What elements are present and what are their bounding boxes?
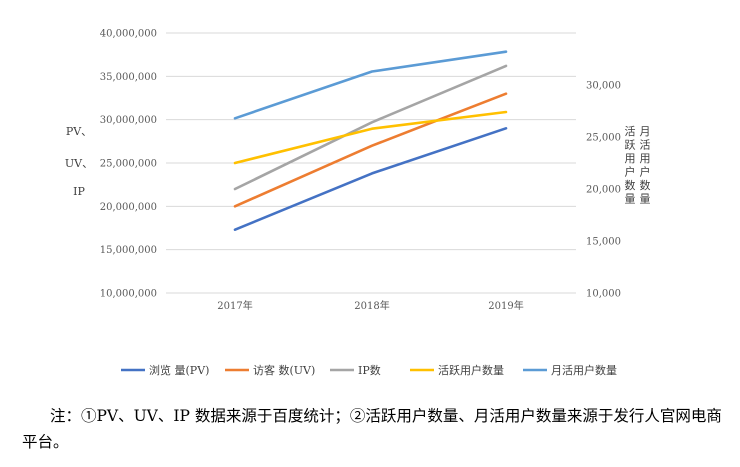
right-axis-title-char: 用: [625, 152, 636, 165]
series-line: [233, 110, 508, 165]
left-axis-title: PV、 UV、 IP: [65, 125, 93, 198]
left-tick-label: 40,000,000: [100, 29, 157, 40]
right-axis-title-char: 用: [640, 152, 651, 165]
right-axis-title-char: 月: [640, 125, 651, 138]
left-axis-title-line-1: PV、: [66, 125, 92, 138]
legend-label: 月活用户数量: [551, 363, 617, 377]
legend: 浏览 量(PV) 访客 数(UV) IP数 活跃用户数量 月活用户数量: [121, 363, 617, 377]
right-axis-title-char: 活: [640, 139, 651, 152]
right-axis-title-char: 量: [625, 193, 636, 206]
legend-item: 浏览 量(PV): [121, 363, 209, 377]
right-tick-label: 20,000: [586, 185, 621, 196]
legend-label: 活跃用户数量: [438, 363, 504, 377]
series-line: [233, 64, 508, 191]
legend-label: 访客 数(UV): [253, 363, 315, 377]
x-axis-ticks: 2017年 2018年 2019年: [217, 299, 523, 312]
left-tick-label: 30,000,000: [100, 115, 157, 126]
footnote: 注：①PV、UV、IP 数据来源于百度统计；②活跃用户数量、月活用户数量来源于发…: [22, 407, 722, 451]
right-tick-label: 10,000: [586, 289, 621, 300]
left-axis-title-line-3: IP: [73, 185, 85, 198]
right-axis-title-char: 数: [640, 179, 651, 192]
legend-item: IP数: [330, 364, 381, 377]
legend-item: 活跃用户数量: [410, 363, 504, 377]
series-line: [233, 127, 508, 231]
left-axis-title-line-2: UV、: [65, 157, 93, 170]
series-line: [233, 92, 508, 208]
x-tick-label: 2017年: [217, 299, 252, 312]
right-axis-title-char: 数: [625, 179, 636, 192]
legend-item: 月活用户数量: [523, 363, 617, 377]
left-tick-label: 25,000,000: [100, 159, 157, 170]
right-tick-label: 15,000: [586, 237, 621, 248]
x-tick-label: 2019年: [488, 299, 523, 312]
legend-label: 浏览 量(PV): [149, 363, 209, 377]
left-tick-label: 15,000,000: [100, 245, 157, 256]
legend-label: IP数: [358, 364, 381, 377]
series-line: [233, 50, 508, 120]
combo-line-chart: 10,000,000 15,000,000 20,000,000 25,000,000…: [65, 29, 651, 378]
right-tick-label: 30,000: [586, 81, 621, 92]
left-tick-label: 10,000,000: [100, 289, 157, 300]
right-axis-title-char: 活: [625, 125, 636, 138]
left-tick-label: 20,000,000: [100, 202, 157, 213]
right-tick-label: 25,000: [586, 133, 621, 144]
right-axis-title-char: 量: [640, 193, 651, 206]
left-tick-label: 35,000,000: [100, 72, 157, 83]
right-axis-ticks: 10,000 15,000 20,000 25,000 30,000: [586, 81, 621, 300]
legend-item: 访客 数(UV): [225, 363, 315, 377]
left-axis-ticks: 10,000,000 15,000,000 20,000,000 25,000,000…: [100, 29, 157, 300]
right-axis-title-char: 户: [625, 165, 636, 179]
right-axis-title-char: 户: [640, 165, 651, 179]
right-axis-title-char: 跃: [625, 138, 636, 152]
series-lines: [233, 50, 508, 231]
x-tick-label: 2018年: [354, 299, 389, 312]
